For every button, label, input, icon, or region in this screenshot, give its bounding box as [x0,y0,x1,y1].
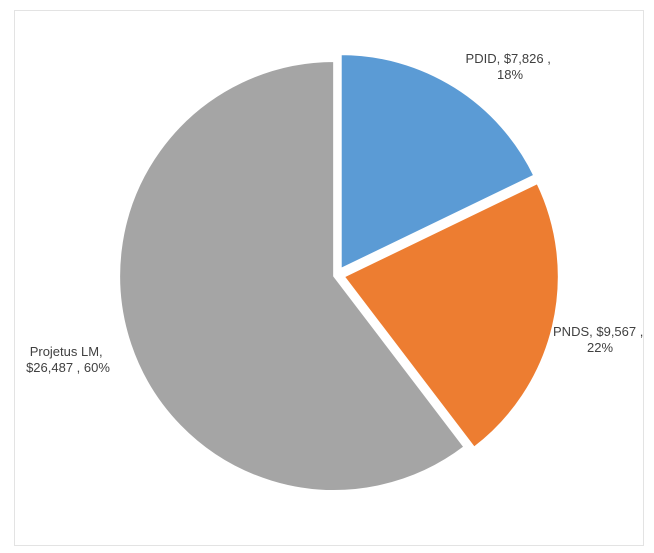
pie-slice-pnds [342,181,560,450]
label-projetus-line1: Projetus LM, [30,344,103,359]
label-pdid-line1: PDID, $7,826 , [466,51,551,66]
label-projetus-lm: Projetus LM, $26,487 , 60% [26,344,110,375]
pie-slices [118,53,560,492]
label-pdid: PDID, $7,826 , 18% [466,51,555,82]
pie-slice-pdid [339,53,536,271]
label-pnds-line2: 22% [587,340,613,355]
label-projetus-line2: $26,487 , 60% [26,360,110,375]
label-pdid-line2: 18% [497,67,523,82]
pie-slice-projetus-lm [118,59,466,492]
label-pnds-line1: PNDS, $9,567 , [553,324,643,339]
data-labels: PDID, $7,826 , 18% PNDS, $9,567 , 22% Pr… [26,51,647,375]
label-pnds: PNDS, $9,567 , 22% [553,324,647,355]
